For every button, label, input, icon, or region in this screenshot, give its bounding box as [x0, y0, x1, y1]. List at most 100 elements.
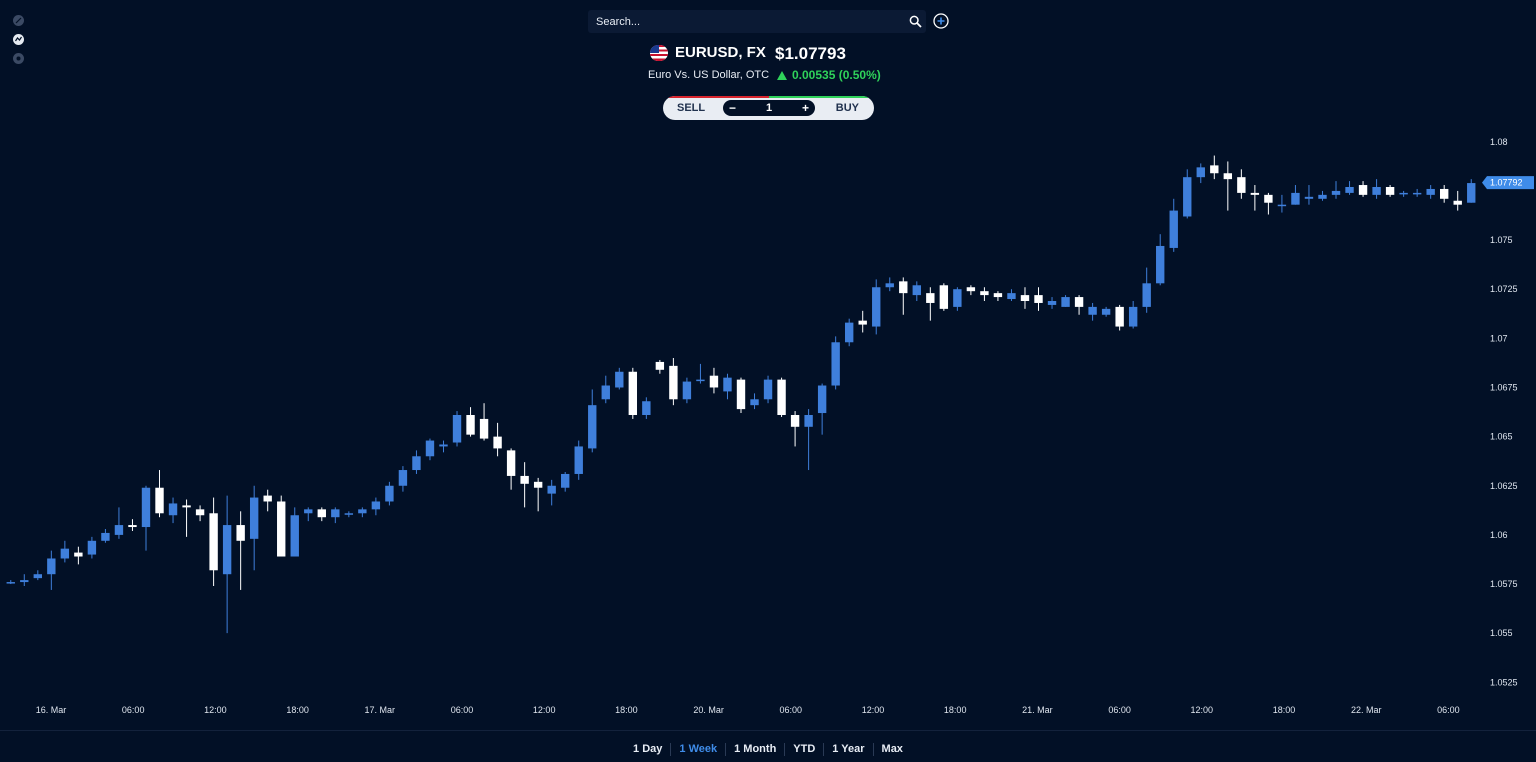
candle[interactable] — [1061, 295, 1070, 307]
candle[interactable] — [1358, 181, 1368, 197]
range-1-month[interactable]: 1 Month — [726, 743, 786, 756]
quantity-value[interactable]: 1 — [765, 102, 773, 114]
candle[interactable] — [723, 373, 732, 400]
candle[interactable] — [804, 409, 813, 471]
candle[interactable] — [1426, 185, 1435, 199]
increase-quantity-button[interactable]: + — [801, 101, 809, 115]
drawing-tool-icon[interactable] — [12, 14, 25, 27]
candle[interactable] — [128, 519, 137, 531]
candle[interactable] — [425, 438, 435, 461]
candle[interactable] — [588, 389, 597, 453]
candle[interactable] — [412, 450, 421, 474]
candle[interactable] — [1128, 301, 1138, 329]
buy-button[interactable]: BUY — [835, 102, 859, 114]
candle[interactable] — [60, 540, 70, 563]
candle[interactable] — [561, 472, 570, 492]
price-chart[interactable]: 1.08 1.075 1.0725 1.07 1.0675 1.065 1.0625 1.06… — [0, 0, 1536, 730]
candle[interactable] — [601, 375, 610, 404]
candle[interactable] — [709, 367, 719, 394]
candle[interactable] — [317, 507, 326, 522]
candle[interactable] — [1399, 190, 1408, 197]
candle[interactable] — [966, 285, 976, 296]
candle[interactable] — [20, 574, 29, 586]
candle[interactable] — [1169, 198, 1178, 252]
candle[interactable] — [1331, 181, 1341, 199]
candle[interactable] — [304, 507, 313, 522]
candle[interactable] — [290, 507, 299, 557]
candle[interactable] — [101, 529, 110, 543]
candle[interactable] — [980, 287, 989, 301]
candle[interactable] — [222, 495, 232, 634]
candle[interactable] — [763, 375, 773, 404]
candle[interactable] — [452, 411, 462, 447]
candle[interactable] — [1223, 161, 1233, 211]
candle[interactable] — [669, 358, 678, 406]
candle[interactable] — [1412, 188, 1422, 197]
candle[interactable] — [466, 407, 475, 437]
range-1-week[interactable]: 1 Week — [671, 743, 727, 756]
candle[interactable] — [47, 550, 56, 590]
search-input[interactable] — [596, 15, 896, 28]
candle[interactable] — [74, 546, 83, 565]
add-symbol-icon[interactable] — [933, 13, 949, 29]
candle[interactable] — [1467, 179, 1476, 203]
candle[interactable] — [6, 580, 15, 585]
candle[interactable] — [615, 367, 624, 390]
candle[interactable] — [1250, 185, 1260, 211]
decrease-quantity-button[interactable]: − — [729, 101, 737, 115]
range-1-year[interactable]: 1 Year — [824, 743, 874, 756]
candle[interactable] — [993, 291, 1003, 301]
candle[interactable] — [1088, 302, 1097, 321]
candle[interactable] — [263, 489, 272, 512]
candle[interactable] — [87, 536, 97, 559]
candle[interactable] — [1291, 185, 1300, 205]
candle[interactable] — [885, 277, 894, 292]
search-box[interactable] — [588, 10, 926, 33]
candle[interactable] — [912, 281, 921, 301]
candle[interactable] — [1277, 194, 1287, 213]
candle[interactable] — [533, 477, 543, 512]
candle[interactable] — [696, 363, 705, 384]
candle[interactable] — [1318, 190, 1327, 201]
candle[interactable] — [953, 287, 962, 311]
candle[interactable] — [249, 485, 259, 571]
candle[interactable] — [236, 511, 245, 590]
candle[interactable] — [385, 481, 394, 506]
candle[interactable] — [1196, 163, 1205, 184]
candle[interactable] — [358, 507, 367, 518]
candle[interactable] — [736, 377, 746, 414]
candle[interactable] — [547, 479, 556, 506]
candle[interactable] — [344, 511, 354, 518]
candle[interactable] — [1440, 185, 1449, 203]
candle[interactable] — [277, 495, 286, 557]
candle[interactable] — [439, 440, 448, 453]
candle[interactable] — [1385, 185, 1395, 197]
quantity-stepper[interactable]: − 1 + — [723, 100, 815, 116]
candle[interactable] — [939, 283, 949, 311]
candle[interactable] — [1183, 169, 1192, 219]
candle[interactable] — [33, 570, 42, 581]
candle[interactable] — [1034, 287, 1043, 311]
candle[interactable] — [655, 359, 665, 374]
candle[interactable] — [817, 383, 827, 435]
candle[interactable] — [1020, 287, 1030, 309]
candle[interactable] — [209, 497, 218, 586]
candle[interactable] — [642, 397, 651, 419]
candle[interactable] — [872, 279, 881, 335]
candle[interactable] — [844, 318, 854, 347]
candle[interactable] — [1210, 155, 1219, 180]
candle[interactable] — [1047, 297, 1057, 309]
candle[interactable] — [114, 507, 124, 539]
candle[interactable] — [155, 470, 164, 518]
candle[interactable] — [1345, 181, 1354, 195]
settings-icon[interactable] — [12, 52, 25, 65]
candle[interactable] — [1264, 192, 1273, 215]
candle[interactable] — [371, 497, 381, 516]
range-max[interactable]: Max — [881, 743, 903, 755]
candle[interactable] — [1007, 289, 1016, 301]
candle[interactable] — [1101, 306, 1111, 317]
candle[interactable] — [899, 277, 908, 315]
candle[interactable] — [1372, 179, 1381, 199]
candle[interactable] — [1304, 185, 1314, 205]
candle[interactable] — [479, 403, 489, 441]
